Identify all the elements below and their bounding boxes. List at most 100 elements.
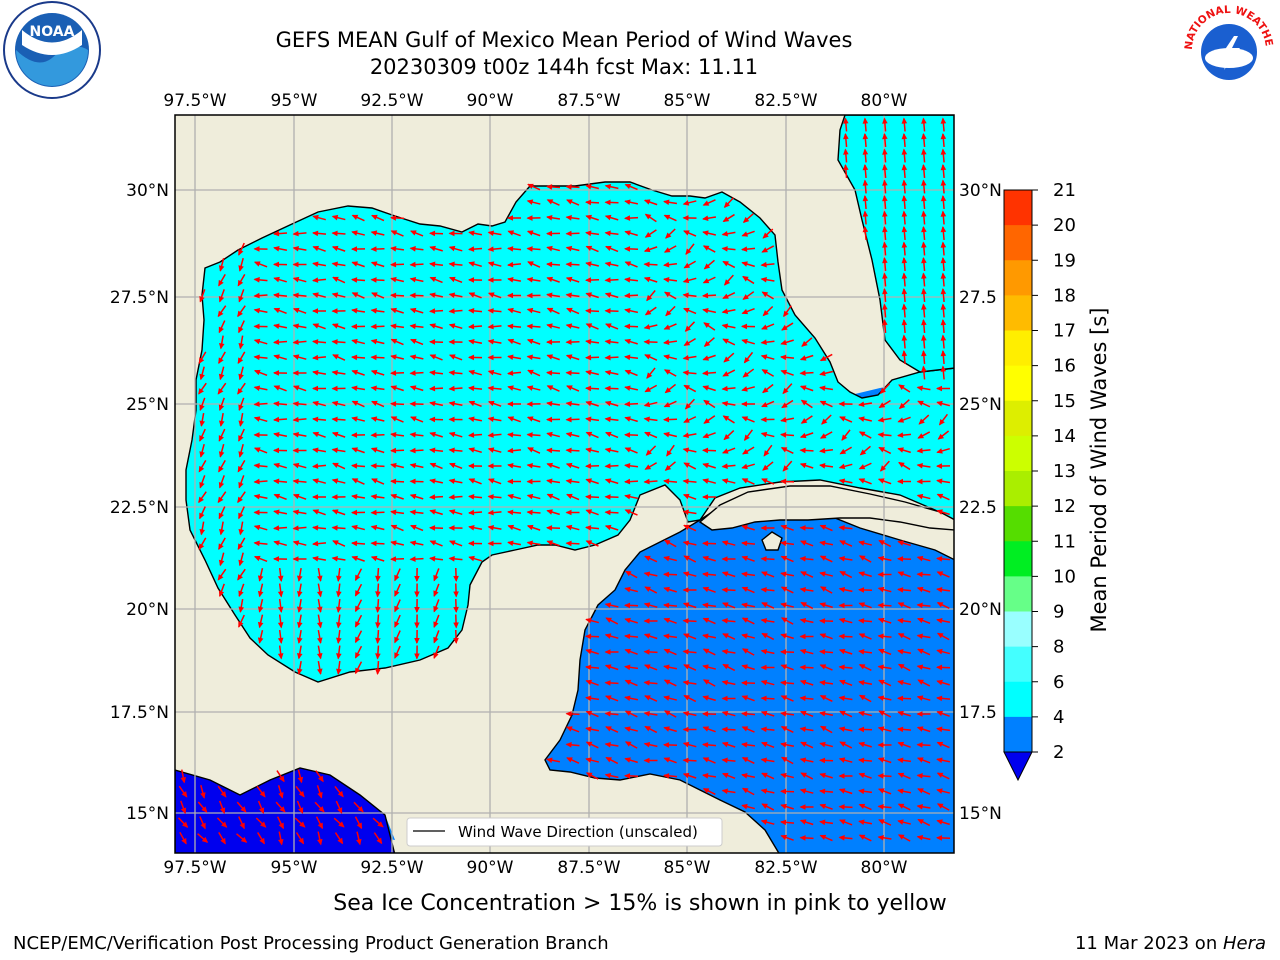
wind-arrow	[199, 816, 206, 830]
wind-arrow	[546, 478, 561, 485]
wind-arrow	[312, 525, 327, 531]
wind-arrow	[819, 757, 834, 764]
wind-arrow	[199, 428, 206, 442]
wind-arrow	[646, 290, 656, 302]
wind-arrow	[838, 788, 853, 795]
wind-arrow	[331, 339, 346, 345]
wind-arrow	[448, 370, 463, 376]
wind-arrow	[683, 307, 697, 315]
wind-arrow	[335, 800, 343, 814]
wind-arrow	[507, 462, 522, 469]
wind-arrow	[565, 230, 580, 237]
wind-arrow	[741, 540, 756, 547]
wind-arrow	[624, 695, 639, 701]
colorbar-tick-label: 15	[1053, 391, 1076, 412]
wind-arrow	[218, 335, 225, 350]
lat-label-right: 17.5	[959, 703, 997, 723]
wind-arrow	[721, 772, 736, 780]
wind-arrow	[370, 555, 385, 562]
wind-arrow	[663, 617, 677, 624]
wind-arrow	[702, 664, 716, 670]
wind-arrow	[448, 509, 463, 516]
colorbar-tick-label: 9	[1053, 602, 1064, 623]
wind-arrow	[409, 354, 424, 360]
colorbar-segment	[1004, 506, 1032, 542]
wind-arrow	[605, 323, 619, 330]
wind-arrow	[901, 133, 908, 148]
wind-arrow	[394, 568, 401, 582]
wind-arrow	[862, 148, 869, 163]
wind-arrow	[370, 323, 385, 330]
wind-arrow	[332, 354, 346, 361]
colorbar-segment	[1004, 576, 1032, 612]
wind-arrow	[312, 509, 326, 516]
wind-arrow	[237, 491, 246, 504]
wind-arrow	[741, 617, 755, 625]
wind-arrow	[761, 632, 775, 641]
wind-arrow	[858, 694, 872, 703]
lon-label-top: 90°W	[467, 91, 514, 111]
wind-arrow	[238, 320, 245, 334]
wind-arrow	[433, 645, 440, 660]
wind-arrow	[453, 629, 459, 644]
wind-arrow	[721, 246, 736, 252]
wind-arrow	[898, 384, 911, 393]
wind-arrow	[238, 521, 244, 536]
wind-arrow	[877, 757, 892, 764]
wind-arrow	[409, 323, 424, 330]
wind-arrow	[901, 195, 908, 210]
wind-arrow	[921, 241, 927, 256]
wind-arrow	[780, 725, 794, 734]
wind-arrow	[743, 351, 754, 364]
wind-arrow	[375, 614, 381, 629]
wind-arrow	[682, 447, 697, 453]
wind-arrow	[312, 230, 327, 237]
wind-arrow	[702, 602, 717, 609]
wind-arrow	[351, 400, 365, 408]
wind-arrow	[916, 726, 931, 733]
wind-arrow	[799, 804, 814, 810]
wind-arrow	[332, 540, 346, 547]
wind-arrow	[566, 757, 580, 764]
wind-arrow	[643, 710, 658, 717]
wind-arrow	[683, 230, 697, 237]
wind-arrow	[604, 339, 619, 345]
wind-arrow	[760, 261, 775, 268]
wind-arrow	[741, 323, 756, 330]
wind-arrow	[390, 540, 405, 546]
wind-arrow	[487, 277, 502, 283]
wind-arrow	[721, 726, 736, 733]
sea-ice-note: Sea Ice Concentration > 15% is shown in …	[333, 891, 947, 916]
wind-arrow	[331, 230, 346, 237]
wind-arrow	[761, 323, 775, 330]
wind-arrow	[409, 246, 424, 252]
colorbar-segment	[1004, 611, 1032, 648]
wind-arrow	[351, 509, 366, 516]
wind-arrow	[862, 179, 869, 194]
wind-arrow	[292, 556, 307, 562]
wind-arrow	[332, 462, 346, 470]
wind-arrow	[199, 521, 205, 536]
wind-arrow	[585, 183, 600, 190]
map-area	[175, 115, 954, 853]
wind-arrow	[585, 400, 599, 407]
wind-arrow	[741, 524, 755, 531]
wind-arrow	[312, 431, 326, 438]
wind-arrow	[916, 617, 931, 625]
wind-arrow	[624, 183, 638, 191]
wind-arrow	[682, 215, 697, 221]
wind-arrow	[295, 832, 305, 845]
wind-arrow	[253, 385, 268, 391]
wind-arrow	[218, 258, 225, 272]
wind-arrow	[312, 308, 326, 314]
wind-arrow	[921, 350, 927, 365]
wind-arrow	[624, 773, 639, 779]
wind-arrow	[394, 614, 401, 628]
colorbar-segment	[1004, 681, 1032, 718]
wind-arrow	[721, 741, 736, 748]
wind-arrow	[780, 446, 794, 455]
wind-arrow	[565, 215, 580, 221]
wind-arrow	[858, 587, 873, 593]
wind-arrow	[780, 803, 794, 810]
colorbar-tick-label: 13	[1053, 461, 1076, 482]
